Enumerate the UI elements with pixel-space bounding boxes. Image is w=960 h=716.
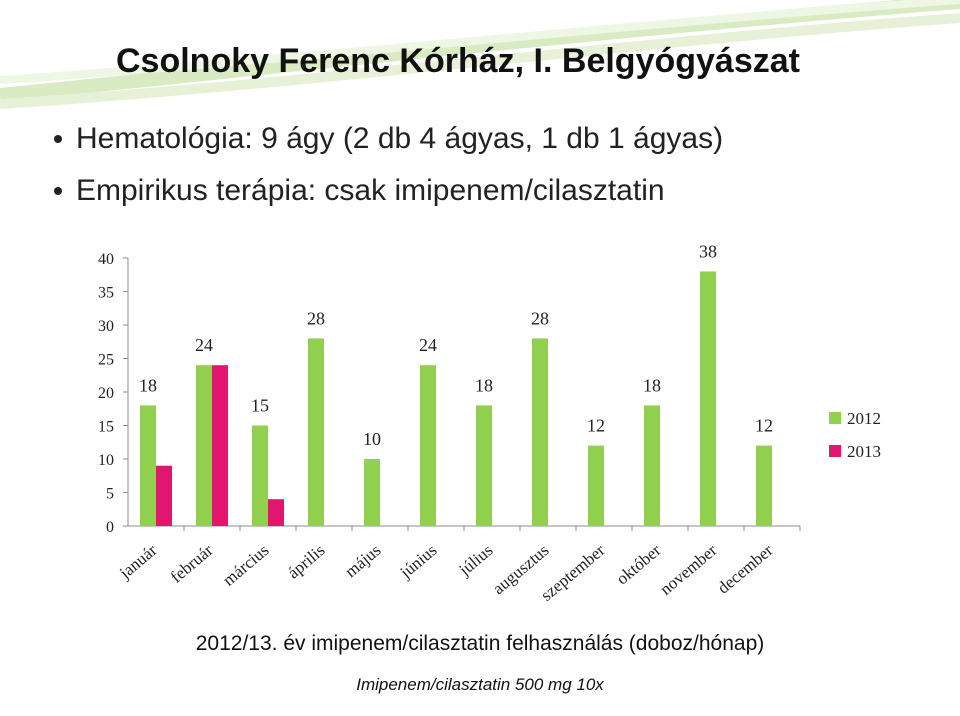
bullet-text: Empirikus terápia: csak imipenem/cilaszt… [76,174,665,207]
bar-2013 [156,465,172,526]
bar-2013 [268,499,284,526]
slide-title: Csolnoky Ferenc Kórház, I. Belgyógyászat [116,42,800,80]
data-label: 18 [475,375,493,395]
data-label: 12 [755,416,773,436]
bullet-dot-icon [54,187,62,195]
legend-label: 2013 [847,442,881,461]
legend-swatch [829,445,841,457]
data-label: 28 [531,308,549,328]
data-label: 10 [363,429,381,449]
y-tick-label: 0 [106,519,114,536]
y-tick-label: 40 [98,251,114,268]
x-category-label: április [284,541,329,583]
bar-2012 [700,271,716,526]
y-tick-label: 30 [98,318,114,335]
data-label: 12 [587,416,605,436]
bar-2012 [588,445,604,526]
bullet-item: Hematológia: 9 ágy (2 db 4 ágyas, 1 db 1… [54,122,723,156]
y-tick-label: 5 [106,486,114,503]
x-category-label: január [115,540,161,583]
bar-2012 [252,425,268,526]
x-category-label: július [455,541,497,580]
bullet-text: Hematológia: 9 ágy (2 db 4 ágyas, 1 db 1… [76,122,724,155]
data-label: 15 [251,396,269,416]
bar-2012 [476,405,492,526]
x-category-label: május [341,541,384,582]
bar-2012 [644,405,660,526]
y-tick-label: 35 [98,285,114,302]
bar-2012 [364,459,380,526]
data-label: 24 [195,335,213,355]
bullet-item: Empirikus terápia: csak imipenem/cilaszt… [54,174,723,208]
x-category-label: március [219,541,272,590]
chart-caption: 2012/13. év imipenem/cilasztatin felhasz… [195,632,765,655]
bar-2012 [308,338,324,526]
data-label: 28 [307,308,325,328]
data-label: 24 [419,335,437,355]
bar-2012 [140,405,156,526]
legend-swatch [829,412,841,424]
chart-subcaption: Imipenem/cilasztatin 500 mg 10x [356,675,604,694]
y-tick-label: 15 [98,419,114,436]
y-tick-label: 10 [98,452,114,469]
x-category-label: november [656,540,721,598]
bar-chart: 0 5 10 15 20 25 30 35 40 január február március ápri… [98,241,881,604]
x-category-label: október [613,540,665,588]
y-tick-label: 25 [98,352,114,369]
y-tick-label: 20 [98,385,114,402]
title-decoration [0,0,960,109]
x-category-label: december [714,540,777,597]
legend-label: 2012 [847,409,881,428]
bar-2012 [756,445,772,526]
bar-2012 [196,365,212,526]
bar-2013 [212,365,228,526]
bar-2012 [532,338,548,526]
x-category-label: február [167,540,217,586]
bullet-dot-icon [54,135,62,143]
data-label: 38 [699,241,717,261]
bullet-list: Hematológia: 9 ágy (2 db 4 ágyas, 1 db 1… [54,122,723,226]
data-label: 18 [643,375,661,395]
bar-2012 [420,365,436,526]
x-category-label: június [396,541,441,583]
data-label: 18 [139,375,157,395]
